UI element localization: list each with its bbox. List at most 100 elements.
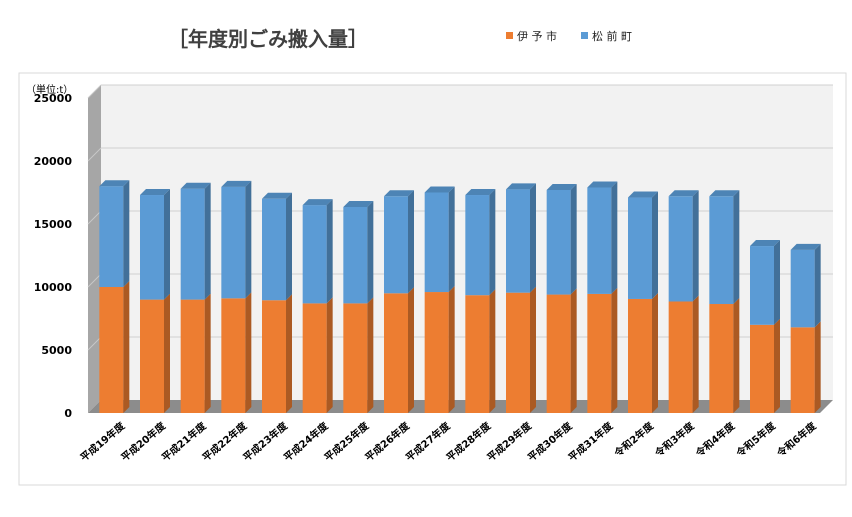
bar-front [343,303,368,413]
bar-side [652,292,658,413]
bar-front [302,303,327,413]
bar-segment [668,190,699,302]
bar-segment [465,189,496,296]
bar-segment [302,199,333,304]
bar-side [448,286,455,413]
bar-side [570,183,577,295]
legend-label-masaki: 松 前 町 [592,29,632,43]
side-wall [88,85,101,413]
bar-side [692,190,699,302]
bar-segment [384,287,414,413]
bar-front [628,197,652,299]
bar-front [587,187,612,294]
bar-side [164,293,170,413]
bar-segment [221,292,252,413]
bar-side [326,297,333,413]
bar-top [221,180,252,187]
bar-side [408,190,414,294]
bar-segment [546,183,577,295]
bar-top [506,183,536,190]
bar-front [546,294,571,413]
gridline-side [87,210,102,225]
bar-top [668,190,699,197]
bar-top [465,189,496,196]
bar-side [692,295,699,413]
gridline-side [87,273,102,288]
bar-front [546,189,571,295]
bar-top [140,189,170,196]
bar-top [343,200,374,207]
bar-segment [140,189,170,300]
bar-top [99,180,130,187]
bar-side [367,297,374,413]
bar-front [99,186,124,287]
bar-top [750,240,780,247]
bar-segment [302,297,333,413]
y-tick-label: 10000 [34,281,73,294]
bar-side [570,288,577,413]
unit-label: （単位:t） [26,83,73,96]
y-axis-ticks: 0 5000 10000 15000 20000 25000 [34,92,73,420]
chart-title: ［年度別ごみ搬入量］ [168,27,368,51]
bar-front [790,249,815,328]
bar-side [408,287,414,413]
bar-segment [587,181,618,294]
bar-top [384,190,414,197]
bar-side [530,286,536,413]
bar-segment [262,192,292,301]
bar-segment [465,289,496,413]
legend-swatch-iyo [506,32,513,39]
bar-front [262,300,286,413]
y-tick-label: 0 [64,407,72,420]
bar-side [733,298,740,413]
bar-side [326,199,333,304]
bar-side [611,287,618,413]
bar-top [587,181,618,188]
bar-segment [628,191,658,299]
bar-segment [384,190,414,294]
bar-segment [709,298,740,413]
bar-segment [750,318,780,413]
bar-segment [140,293,170,413]
bar-side [814,243,821,328]
bar-segment [546,288,577,413]
bar-segment [506,183,536,293]
bar-top [262,192,292,199]
bar-side [123,180,130,287]
bar-top [424,186,455,193]
bar-side [489,189,496,296]
bar-segment [343,297,374,413]
bar-side [245,180,252,299]
bar-front [140,299,164,413]
bar-segment [99,180,130,287]
bar-side [733,190,740,305]
bar-front [424,292,449,413]
bar-front [628,298,652,413]
legend-label-iyo: 伊 予 市 [517,29,557,43]
bar-segment [221,180,252,299]
bar-segment [424,186,455,293]
bar-front [221,298,246,413]
bar-top [546,183,577,190]
bar-front [424,192,449,293]
bar-side [367,200,374,304]
bar-side [286,192,292,301]
bar-side [530,183,536,293]
legend-swatch-masaki [581,32,588,39]
bar-front [99,287,124,413]
bar-front [709,196,734,305]
bar-side [204,182,211,300]
bar-front [790,327,815,413]
y-tick-label: 5000 [41,344,72,357]
bar-side [286,294,292,413]
bars-layer [99,180,821,413]
bar-front [668,301,693,413]
bar-front [465,295,490,413]
bar-top [302,199,333,206]
bar-front [668,196,693,302]
bar-segment [180,182,211,300]
bar-segment [506,286,536,413]
bar-segment [180,293,211,413]
legend: 伊 予 市 松 前 町 [506,29,632,43]
y-tick-label: 20000 [34,155,73,168]
